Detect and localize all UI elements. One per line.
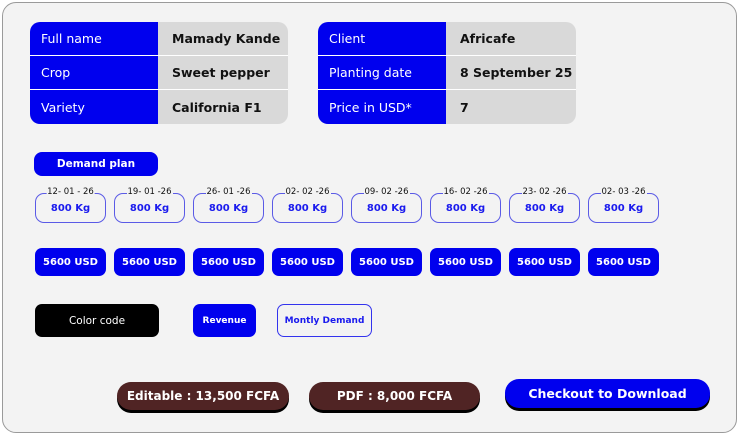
field-label: Price in USD* (318, 90, 446, 124)
weekly-revenue: 5600 USD (35, 248, 106, 276)
weekly-revenue: 5600 USD (430, 248, 501, 276)
week-date: 16- 02 -26 (442, 187, 489, 197)
revenue-legend: Revenue (193, 304, 256, 337)
demand-quantity: 800 Kg (524, 202, 565, 214)
demand-quantity: 800 Kg (445, 202, 486, 214)
weekly-demand-box: 800 Kg 23- 02 -26 (509, 187, 580, 223)
week-date: 26- 01 -26 (205, 187, 252, 197)
field-value: 7 (446, 90, 576, 124)
week-date: 19- 01 -26 (126, 187, 173, 197)
demand-quantity: 800 Kg (603, 202, 644, 214)
field-label: Planting date (318, 56, 446, 90)
week-date: 02- 02 -26 (284, 187, 331, 197)
weekly-demand-box: 800 Kg 16- 02 -26 (430, 187, 501, 223)
weekly-demand-box: 800 Kg 02- 03 -26 (588, 187, 659, 223)
field-value: 8 September 25 (446, 56, 576, 90)
field-label: Crop (30, 56, 158, 90)
monthly-demand-legend: Montly Demand (277, 304, 372, 337)
weekly-demand-box: 800 Kg 26- 01 -26 (193, 187, 264, 223)
demand-quantity: 800 Kg (366, 202, 407, 214)
field-value: California F1 (158, 90, 288, 124)
weekly-demand-box: 800 Kg 09- 02 -26 (351, 187, 422, 223)
editable-price-button[interactable]: Editable : 13,500 FCFA (117, 382, 289, 410)
field-value: Mamady Kande (158, 22, 288, 56)
weekly-revenue: 5600 USD (351, 248, 422, 276)
weekly-revenue: 5600 USD (193, 248, 264, 276)
weekly-revenue: 5600 USD (114, 248, 185, 276)
weekly-revenue: 5600 USD (509, 248, 580, 276)
weekly-revenue: 5600 USD (588, 248, 659, 276)
demand-quantity: 800 Kg (287, 202, 328, 214)
weekly-revenue: 5600 USD (272, 248, 343, 276)
field-value: Africafe (446, 22, 576, 56)
weekly-demand-box: 800 Kg 02- 02 -26 (272, 187, 343, 223)
demand-quantity: 800 Kg (208, 202, 249, 214)
demand-plan-button[interactable]: Demand plan (34, 152, 158, 176)
pdf-price-button[interactable]: PDF : 8,000 FCFA (309, 382, 480, 410)
week-date: 02- 03 -26 (600, 187, 647, 197)
field-label: Variety (30, 90, 158, 124)
week-date: 12- 01 - 26 (46, 187, 95, 197)
checkout-button[interactable]: Checkout to Download (505, 379, 710, 408)
demand-quantity: 800 Kg (129, 202, 170, 214)
field-value: Sweet pepper (158, 56, 288, 90)
week-date: 09- 02 -26 (363, 187, 410, 197)
weekly-demand-box: 800 Kg 12- 01 - 26 (35, 187, 106, 223)
field-label: Client (318, 22, 446, 56)
color-code-label: Color code (35, 304, 159, 337)
weekly-demand-box: 800 Kg 19- 01 -26 (114, 187, 185, 223)
order-info-table: Client Africafe Planting date 8 September 2… (318, 22, 576, 124)
demand-quantity: 800 Kg (50, 202, 91, 214)
farmer-info-table: Full name Mamady Kande Crop Sweet pepper Var… (30, 22, 288, 124)
field-label: Full name (30, 22, 158, 56)
week-date: 23- 02 -26 (521, 187, 568, 197)
